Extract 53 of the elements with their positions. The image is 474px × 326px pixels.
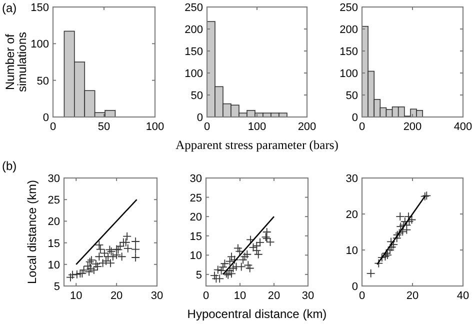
y-tick-label: 30 [48, 173, 60, 185]
y-tick-label: 20 [346, 209, 358, 221]
y-tick-label: 150 [30, 2, 49, 14]
y-tick-label: 100 [340, 68, 358, 80]
x-tick-label: 200 [298, 121, 316, 133]
y-tick-label: 50 [346, 90, 358, 102]
y-tick-label: 30 [346, 173, 358, 185]
y-tick-label: 200 [340, 24, 358, 36]
x-axis-title: Apparent stress parameter (bars) [176, 138, 338, 152]
y-tick-label: 250 [184, 2, 203, 14]
x-tick-label: 40 [456, 290, 470, 302]
x-tick-label: 20 [406, 290, 419, 302]
y-tick-label: 50 [36, 75, 49, 88]
y-tick-label: 0 [196, 112, 203, 124]
y-tick-label: 200 [184, 24, 203, 36]
y-axis-title: Number of simulations [3, 32, 29, 92]
y-axis-title: Local distance (km) [25, 180, 39, 284]
x-tick-label: 50 [98, 121, 110, 133]
x-tick-label: 100 [248, 121, 266, 133]
y-tick-label: 150 [184, 46, 203, 58]
y-tick-label: 50 [190, 90, 203, 102]
x-tick-label: 30 [150, 290, 164, 302]
y-tick-label: 0 [352, 281, 358, 293]
x-tick-label: 10 [234, 290, 246, 302]
y-tick-label: 100 [184, 68, 203, 80]
y-tick-label: 25 [48, 194, 60, 207]
y-tick-label: 250 [340, 2, 358, 14]
x-tick-label: 10 [70, 290, 82, 302]
y-tick-label: 25 [190, 192, 202, 204]
x-tick-label: 0 [204, 121, 210, 133]
y-tick-label: 0 [352, 112, 358, 124]
text: (a) [2, 1, 17, 15]
text: (b) [2, 159, 17, 173]
y-tick-label: 5 [54, 281, 60, 293]
x-tick-label: 200 [403, 121, 422, 133]
y-tick-label: 10 [346, 245, 358, 257]
x-tick-label: 100 [146, 121, 164, 133]
y-tick-label: 20 [48, 216, 60, 228]
y-tick-label: 15 [48, 238, 60, 250]
x-tick-label: 400 [454, 121, 472, 133]
x-axis-title: Hypocentral distance (km) [187, 307, 327, 321]
y-tick-label: 15 [190, 230, 202, 243]
y-tick-label: 10 [48, 259, 60, 272]
x-tick-label: 30 [302, 290, 314, 302]
x-tick-label: 20 [268, 290, 280, 302]
x-tick-label: 20 [110, 290, 123, 302]
y-tick-label: 20 [190, 212, 202, 224]
y-tick-label: 10 [190, 250, 202, 262]
y-tick-label: 100 [30, 38, 49, 51]
y-tick-label: 5 [196, 269, 202, 282]
y-tick-label: 150 [340, 46, 358, 58]
y-tick-label: 30 [190, 173, 202, 185]
y-tick-label: 0 [42, 112, 49, 124]
